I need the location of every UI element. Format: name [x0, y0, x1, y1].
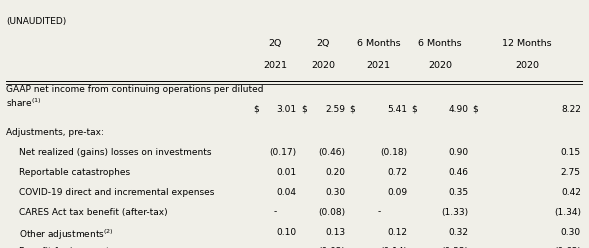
Text: 4.90: 4.90: [448, 105, 468, 114]
Text: 0.12: 0.12: [388, 227, 408, 237]
Text: $: $: [253, 105, 259, 114]
Text: 2020: 2020: [312, 61, 335, 70]
Text: 0.35: 0.35: [448, 188, 468, 197]
Text: 0.90: 0.90: [448, 148, 468, 157]
Text: GAAP net income from continuing operations per diluted
share$^{(1)}$: GAAP net income from continuing operatio…: [6, 85, 263, 109]
Text: 0.42: 0.42: [561, 188, 581, 197]
Text: 2Q: 2Q: [317, 39, 330, 48]
Text: 6 Months: 6 Months: [357, 39, 401, 48]
Text: (1.33): (1.33): [441, 208, 468, 217]
Text: 12 Months: 12 Months: [502, 39, 552, 48]
Text: 5.41: 5.41: [388, 105, 408, 114]
Text: 0.09: 0.09: [388, 188, 408, 197]
Text: (0.08): (0.08): [318, 208, 345, 217]
Text: 3.01: 3.01: [277, 105, 297, 114]
Text: 0.30: 0.30: [561, 227, 581, 237]
Text: (0.18): (0.18): [380, 148, 408, 157]
Text: COVID-19 direct and incremental expenses: COVID-19 direct and incremental expenses: [19, 188, 214, 197]
Text: CARES Act tax benefit (after-tax): CARES Act tax benefit (after-tax): [19, 208, 167, 217]
Text: 0.04: 0.04: [277, 188, 297, 197]
Text: (UNAUDITED): (UNAUDITED): [6, 17, 66, 26]
Text: 8.22: 8.22: [561, 105, 581, 114]
Text: -: -: [377, 208, 380, 217]
Text: 2.75: 2.75: [561, 168, 581, 177]
Text: 2.59: 2.59: [325, 105, 345, 114]
Text: 0.30: 0.30: [325, 188, 345, 197]
Text: Net realized (gains) losses on investments: Net realized (gains) losses on investmen…: [19, 148, 211, 157]
Text: 2020: 2020: [515, 61, 539, 70]
Text: 0.15: 0.15: [561, 148, 581, 157]
Text: 0.32: 0.32: [448, 227, 468, 237]
Text: 6 Months: 6 Months: [418, 39, 462, 48]
Text: Adjustments, pre-tax:: Adjustments, pre-tax:: [6, 128, 104, 137]
Text: 2021: 2021: [367, 61, 391, 70]
Text: Reportable catastrophes: Reportable catastrophes: [19, 168, 130, 177]
Text: 0.46: 0.46: [448, 168, 468, 177]
Text: 2Q: 2Q: [269, 39, 282, 48]
Text: $: $: [472, 105, 478, 114]
Text: 0.20: 0.20: [325, 168, 345, 177]
Text: (0.46): (0.46): [318, 148, 345, 157]
Text: $: $: [412, 105, 418, 114]
Text: 0.72: 0.72: [388, 168, 408, 177]
Text: Other adjustments$^{(2)}$: Other adjustments$^{(2)}$: [19, 227, 114, 242]
Text: $: $: [301, 105, 307, 114]
Text: 0.01: 0.01: [277, 168, 297, 177]
Text: 0.10: 0.10: [277, 227, 297, 237]
Text: 2021: 2021: [263, 61, 287, 70]
Text: -: -: [273, 208, 277, 217]
Text: 2020: 2020: [428, 61, 452, 70]
Text: (0.17): (0.17): [270, 148, 297, 157]
Text: 0.13: 0.13: [325, 227, 345, 237]
Text: (1.34): (1.34): [554, 208, 581, 217]
Text: $: $: [349, 105, 355, 114]
